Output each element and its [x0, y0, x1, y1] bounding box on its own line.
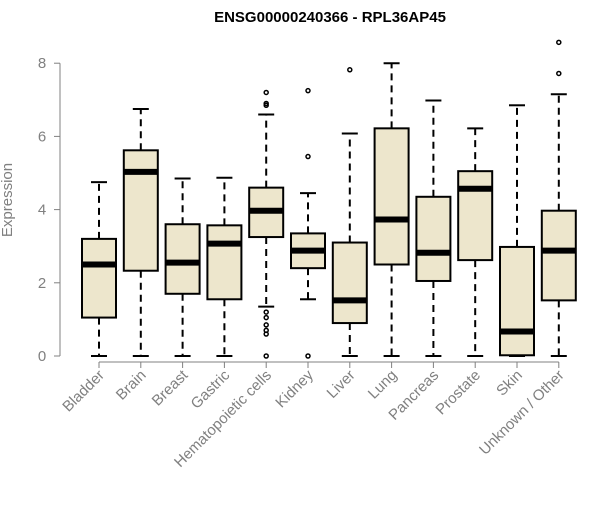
y-tick-label: 2	[38, 275, 46, 292]
outlier-point	[263, 309, 269, 315]
box-kidney	[290, 87, 326, 359]
box-iqr	[540, 209, 577, 302]
outlier-point	[263, 100, 269, 107]
box-breast	[164, 177, 201, 357]
outlier-point	[305, 87, 311, 94]
x-tick-label: Prostate	[432, 367, 484, 419]
box-liver	[331, 67, 368, 357]
outlier-point	[556, 70, 562, 77]
chart-title: ENSG00000240366 - RPL36AP45	[214, 9, 446, 26]
boxes	[81, 39, 577, 359]
y-tick-label: 8	[38, 55, 46, 72]
x-tick-label: Kidney	[272, 366, 317, 411]
box-skin	[499, 104, 535, 357]
box-iqr	[122, 149, 159, 272]
outlier-point	[556, 39, 562, 46]
outlier-point	[263, 322, 269, 328]
box-brain	[122, 107, 159, 357]
box-iqr	[373, 127, 410, 266]
box-iqr	[331, 241, 368, 325]
outlier-point	[263, 353, 269, 359]
box-iqr	[81, 237, 117, 319]
box-gastric	[206, 176, 243, 357]
y-axis-label: Expression	[0, 163, 16, 237]
box-iqr	[499, 245, 535, 357]
x-tick-label: Breast	[149, 366, 192, 409]
outlier-point	[305, 153, 311, 160]
outlier-point	[347, 67, 353, 73]
x-tick-label: Brain	[113, 367, 150, 404]
box-iqr	[457, 170, 494, 262]
box-pancreas	[415, 99, 452, 357]
y-tick-label: 4	[38, 202, 46, 219]
x-tick-label: Lung	[365, 367, 401, 403]
outlier-point	[263, 314, 269, 321]
box-iqr	[206, 224, 243, 301]
box-bladder	[81, 181, 117, 357]
outlier-point	[305, 353, 311, 359]
x-tick-label: Liver	[324, 367, 359, 402]
y-axis: 0 2 4 6 8	[38, 55, 61, 365]
y-tick-label: 6	[38, 128, 46, 145]
y-tick-label: 0	[38, 348, 46, 365]
outlier-point	[263, 89, 269, 96]
box-prostate	[457, 127, 494, 357]
x-tick-label: Skin	[493, 367, 526, 400]
box-iqr	[415, 195, 452, 282]
box-lung	[373, 62, 410, 357]
x-tick-label: Bladder	[59, 367, 108, 416]
box-hematopoietic-cells	[248, 89, 285, 359]
outlier-point	[263, 327, 269, 334]
box-iqr	[164, 223, 201, 295]
box-unknown-other	[540, 39, 577, 357]
